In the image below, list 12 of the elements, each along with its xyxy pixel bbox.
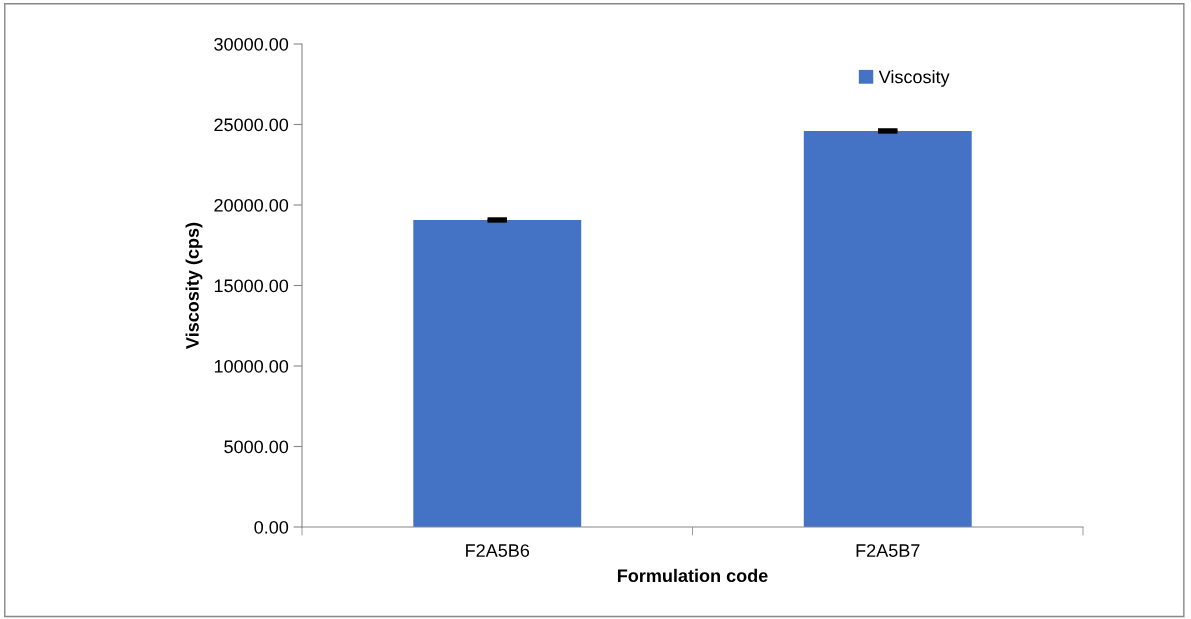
x-tick-label: F2A5B6 — [466, 544, 530, 557]
y-tick-label: 25000.00 — [214, 118, 289, 132]
y-tick-label: 15000.00 — [214, 279, 289, 293]
legend-label: Viscosity — [878, 70, 950, 87]
y-tick-label: 0.00 — [254, 520, 289, 534]
y-tick-label: 20000.00 — [214, 198, 289, 212]
y-tick-label: 10000.00 — [214, 359, 289, 373]
y-axis-title: Viscosity (cps) — [185, 222, 203, 349]
y-tick-label: 5000.00 — [224, 440, 289, 454]
y-tick-label: 30000.00 — [214, 37, 289, 51]
x-tick-label: F2A5B7 — [856, 544, 920, 557]
x-axis-title: Formulation code — [617, 568, 768, 583]
